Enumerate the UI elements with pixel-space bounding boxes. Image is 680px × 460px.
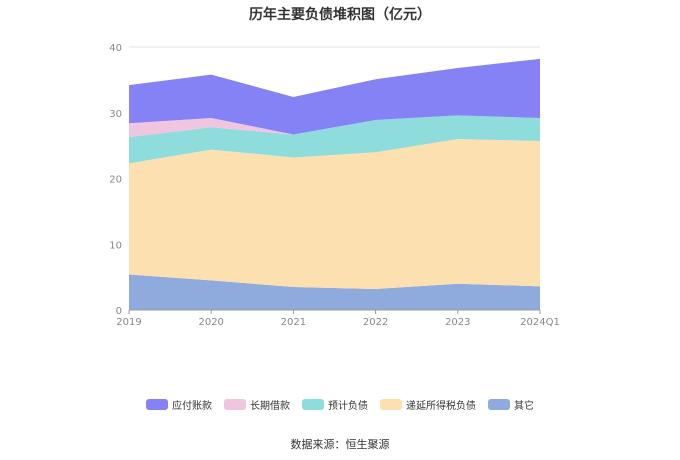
area-series-5[interactable] xyxy=(129,58,540,135)
legend-label: 长期借款 xyxy=(250,401,290,412)
axes: 0 10 20 30 40 2019 2020 2021 2022 2023 2024Q1 xyxy=(109,43,560,328)
area-series-2[interactable] xyxy=(129,139,540,289)
legend-item[interactable]: 递延所得税负债 xyxy=(380,397,476,412)
legend: 应付账款 长期借款 预计负债 递延所得税负债 其它 xyxy=(0,397,680,412)
y-tick-label: 20 xyxy=(109,175,122,186)
area-series-3[interactable] xyxy=(129,115,540,164)
legend-label: 其它 xyxy=(514,401,534,412)
legend-item[interactable]: 应付账款 xyxy=(146,397,212,412)
legend-swatch xyxy=(380,399,402,410)
legend-swatch xyxy=(488,399,510,410)
data-source-note: 数据来源：恒生聚源 xyxy=(290,438,390,451)
area-series-1[interactable] xyxy=(129,274,540,310)
legend-swatch xyxy=(224,399,246,410)
y-tick-label: 30 xyxy=(109,109,122,120)
legend-swatch xyxy=(302,399,324,410)
x-tick-label: 2021 xyxy=(281,317,306,328)
area-series-4[interactable] xyxy=(129,115,540,138)
x-tick-label: 2020 xyxy=(198,317,223,328)
legend-item[interactable]: 长期借款 xyxy=(224,397,290,412)
legend-label: 应付账款 xyxy=(172,401,212,412)
legend-label: 递延所得税负债 xyxy=(406,401,476,412)
y-tick-label: 0 xyxy=(116,306,122,317)
legend-item[interactable]: 其它 xyxy=(488,397,534,412)
x-tick-label: 2024Q1 xyxy=(520,317,560,328)
y-tick-label: 10 xyxy=(109,240,122,251)
x-tick-label: 2022 xyxy=(363,317,388,328)
x-tick-label: 2023 xyxy=(445,317,470,328)
area-series-layer xyxy=(129,58,540,310)
chart-title: 历年主要负债堆积图（亿元） xyxy=(249,7,431,23)
x-tick-label: 2019 xyxy=(116,317,141,328)
legend-label: 预计负债 xyxy=(328,401,368,412)
legend-swatch xyxy=(146,399,168,410)
legend-item[interactable]: 预计负债 xyxy=(302,397,368,412)
y-tick-label: 40 xyxy=(109,43,122,54)
